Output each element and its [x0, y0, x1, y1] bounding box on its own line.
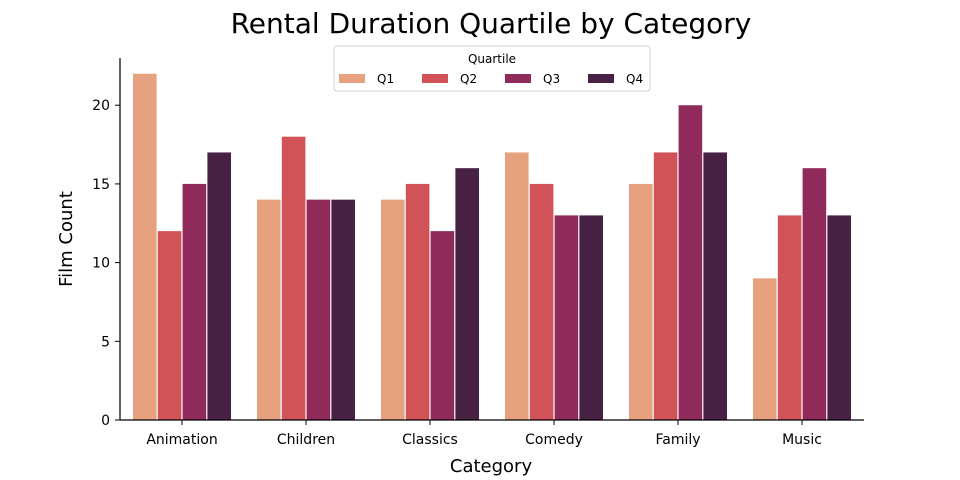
bar-q4-children: [331, 199, 355, 420]
bar-q3-comedy: [554, 215, 579, 420]
bar-q3-children: [306, 199, 331, 420]
legend-box: [333, 45, 651, 92]
legend-label-q2: Q2: [460, 72, 477, 86]
legend-label-q1: Q1: [377, 72, 394, 86]
bar-q2-classics: [405, 183, 430, 420]
x-tick-label-music: Music: [782, 432, 822, 448]
legend-swatch-q2: [422, 74, 448, 83]
bar-q3-animation: [182, 183, 207, 420]
x-tick-label-family: Family: [655, 432, 700, 448]
y-ticks: 0 5 10 15 20: [92, 98, 120, 429]
x-tick-label-children: Children: [277, 432, 335, 448]
bar-q3-family: [678, 105, 703, 420]
y-tick-label: 15: [92, 177, 110, 193]
legend-swatch-q1: [339, 74, 365, 83]
chart-title: Rental Duration Quartile by Category: [231, 7, 752, 40]
bar-q3-music: [802, 168, 827, 420]
legend-swatch-q4: [588, 74, 614, 83]
bar-q4-animation: [207, 152, 231, 420]
bar-q2-comedy: [529, 183, 554, 420]
bar-q1-family: [629, 183, 653, 420]
bar-q1-classics: [381, 199, 405, 420]
bar-q4-music: [827, 215, 851, 420]
bars-group: [133, 73, 851, 420]
bar-q1-children: [257, 199, 281, 420]
bar-q4-comedy: [579, 215, 603, 420]
bar-q3-classics: [430, 231, 455, 420]
bar-q1-animation: [133, 73, 157, 420]
x-axis-label: Category: [450, 456, 533, 477]
bar-q1-music: [753, 278, 777, 420]
x-ticks: Animation Children Classics Comedy Family Mus…: [146, 420, 822, 448]
bar-q2-animation: [157, 231, 182, 420]
y-tick-label: 0: [101, 413, 110, 429]
legend-label-q3: Q3: [543, 72, 560, 86]
bar-q2-children: [281, 136, 306, 420]
bar-q4-family: [703, 152, 727, 420]
x-tick-label-animation: Animation: [146, 432, 217, 448]
bar-q1-comedy: [505, 152, 529, 420]
y-tick-label: 20: [92, 98, 110, 114]
y-tick-label: 10: [92, 256, 110, 272]
legend: Quartile Q1 Q2 Q3 Q4: [333, 45, 651, 92]
bar-q2-music: [777, 215, 802, 420]
legend-swatch-q3: [505, 74, 531, 83]
y-axis-label: Film Count: [56, 191, 77, 287]
y-tick-label: 5: [101, 334, 110, 350]
legend-label-q4: Q4: [626, 72, 643, 86]
bar-q4-classics: [455, 168, 479, 420]
x-tick-label-comedy: Comedy: [525, 432, 583, 448]
bar-q2-family: [653, 152, 678, 420]
legend-title: Quartile: [468, 52, 516, 66]
x-tick-label-classics: Classics: [402, 432, 458, 448]
